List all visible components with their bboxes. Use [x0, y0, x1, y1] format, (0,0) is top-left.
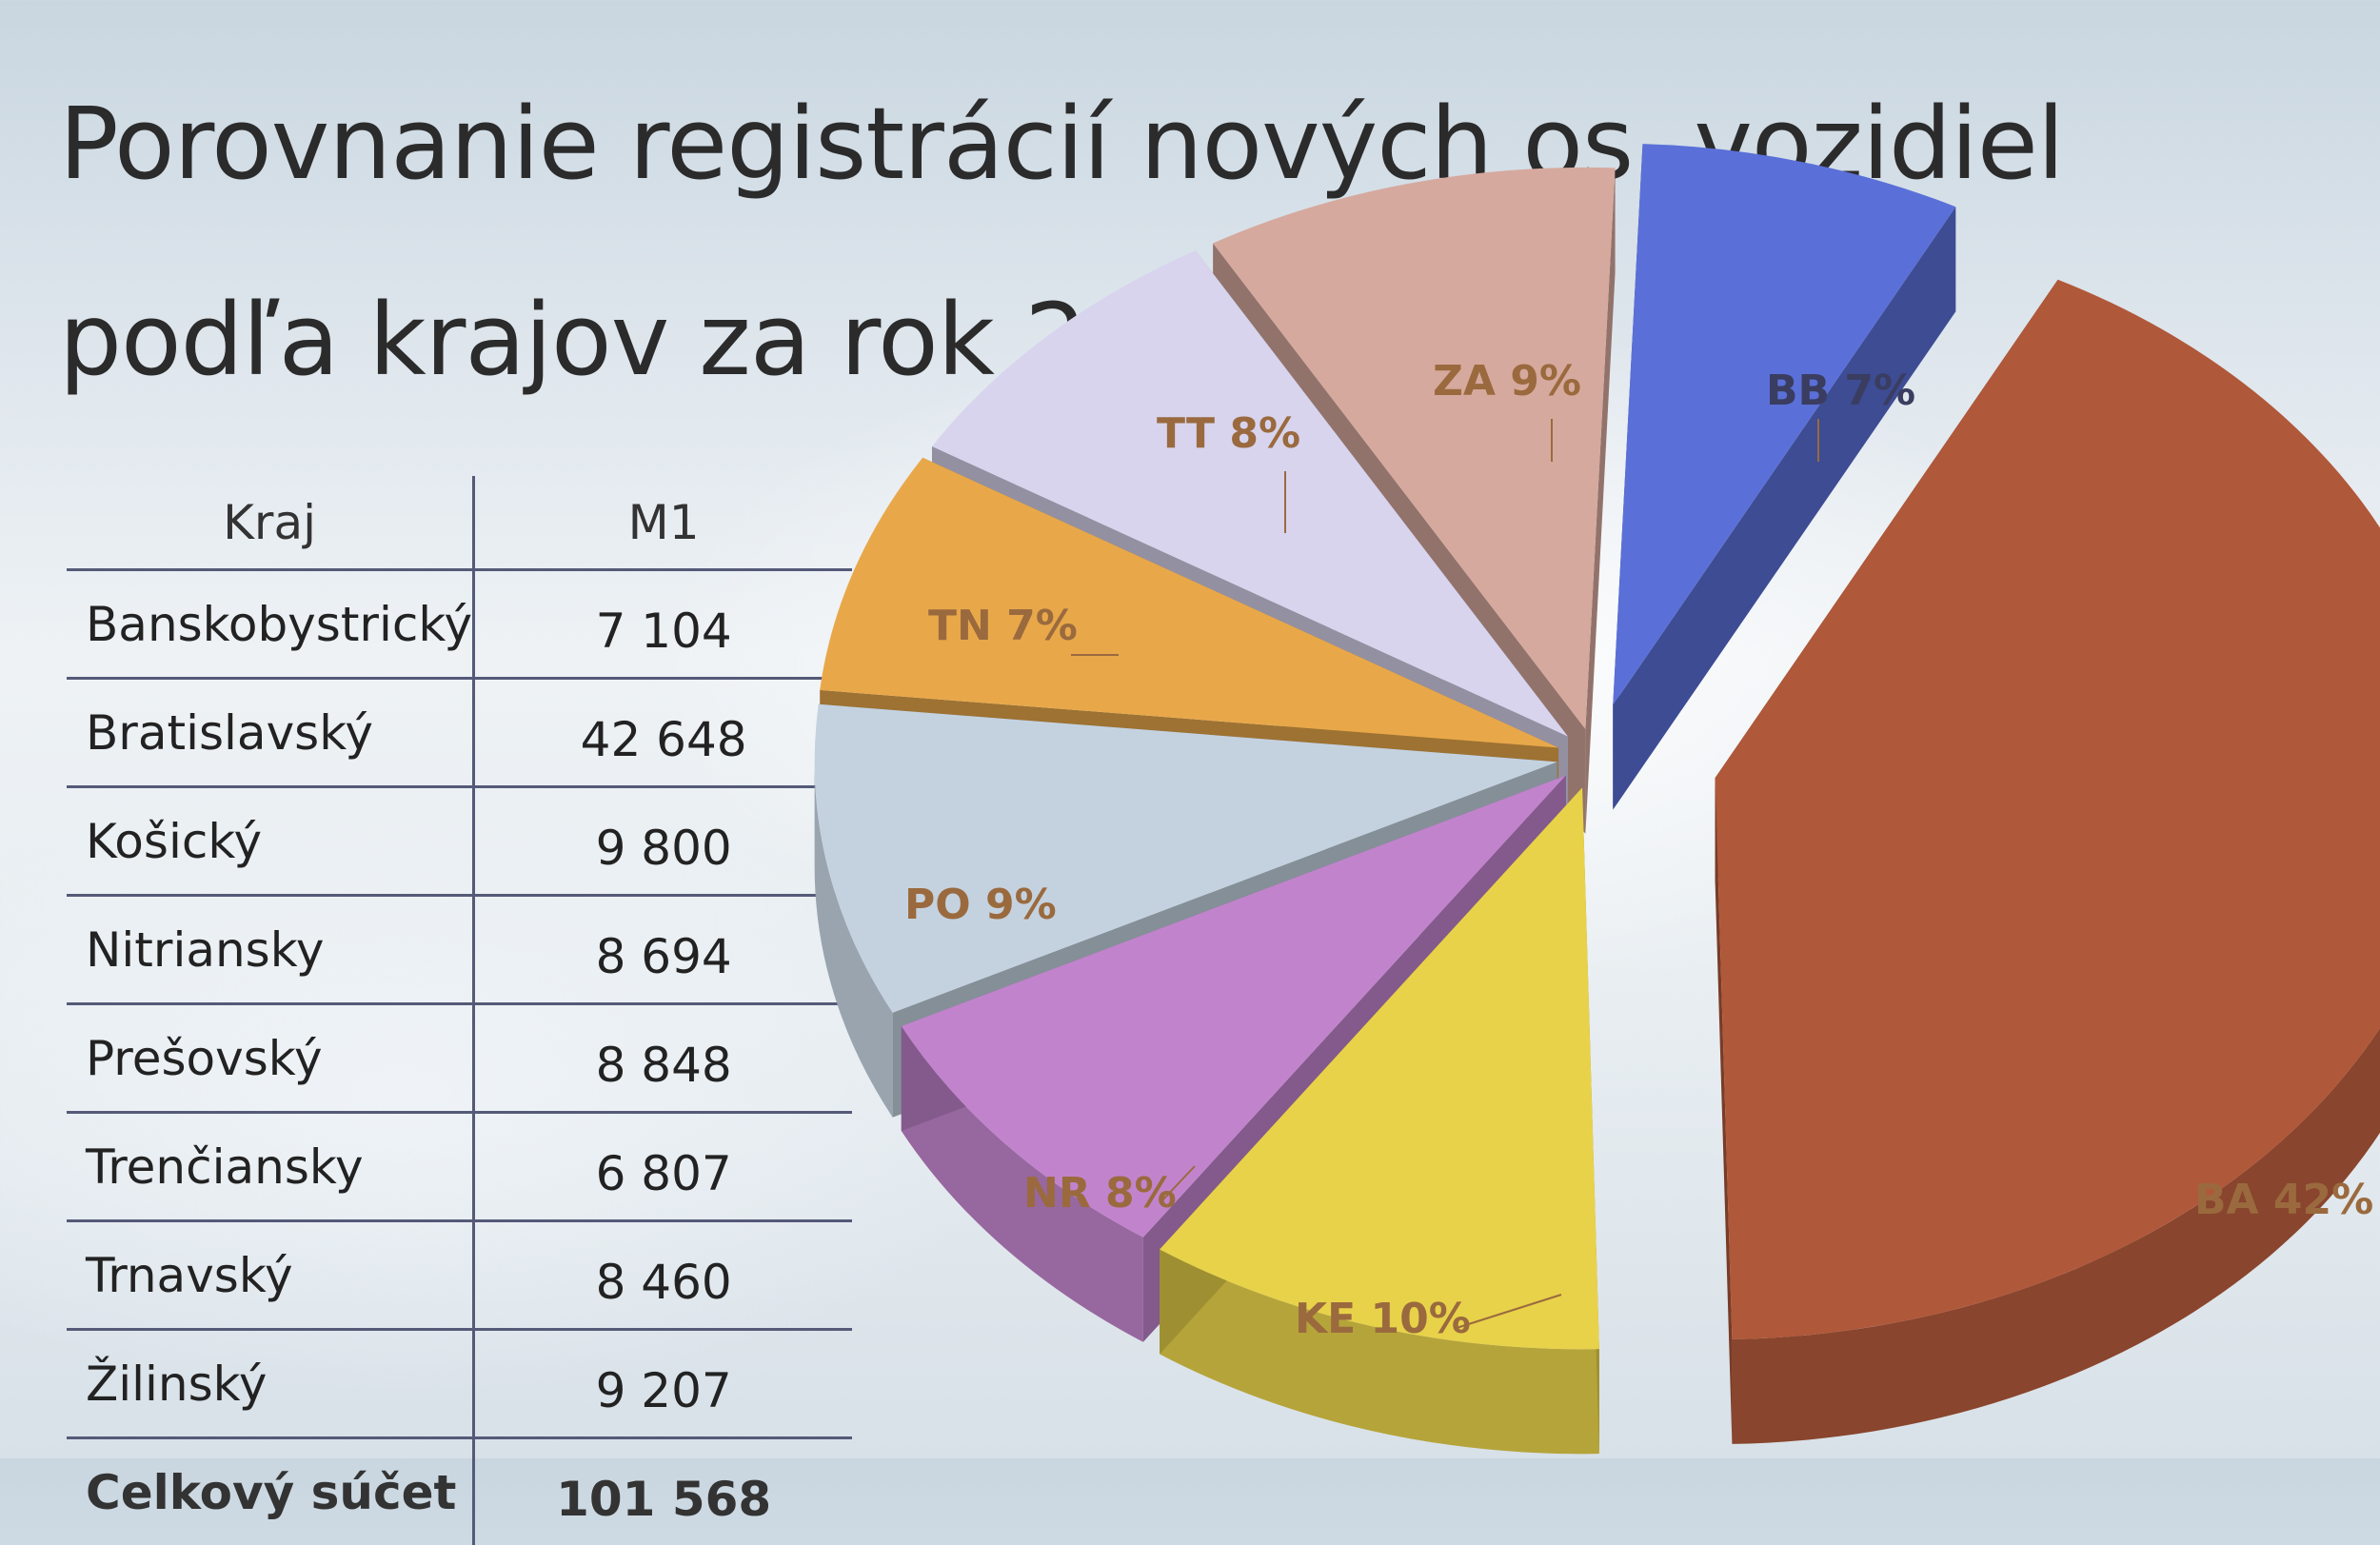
pie-slices — [815, 144, 2380, 1454]
pie-label-tn: TN 7% — [928, 602, 1078, 650]
pie-label-ba: BA 42% — [2194, 1176, 2373, 1224]
pie-chart: BB 7% BA 42% KE 10% NR 8% PO 9% TN 7% TT 8% ZA … — [0, 0, 2380, 1458]
pie-label-nr: NR 8% — [1023, 1169, 1177, 1218]
pie-label-po: PO 9% — [904, 881, 1057, 929]
pie-label-tt: TT 8% — [1157, 409, 1300, 458]
pie-label-ke: KE 10% — [1295, 1295, 1471, 1343]
pie-label-bb: BB 7% — [1766, 366, 1915, 415]
pie-label-za: ZA 9% — [1433, 357, 1581, 406]
